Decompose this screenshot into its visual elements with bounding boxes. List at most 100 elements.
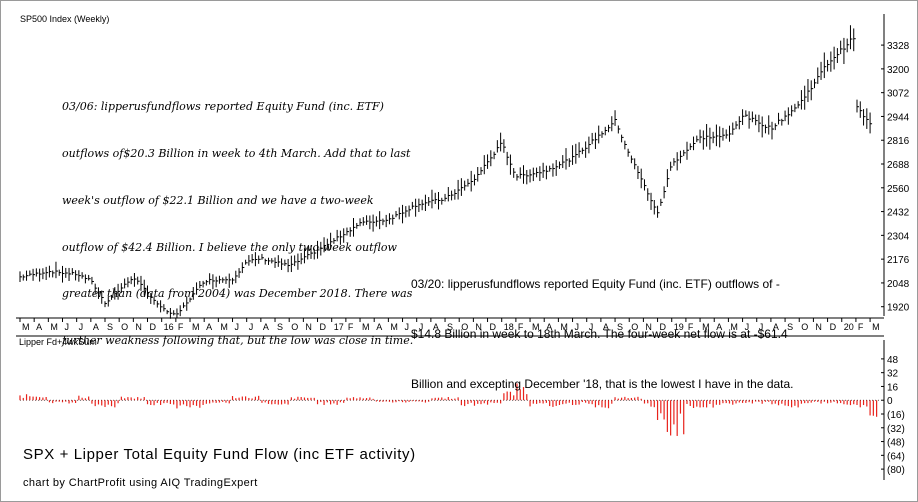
flow-y-tick-label: 48 [887,355,899,366]
price-y-tick-label: 3072 [887,89,910,100]
x-tick-label: O [121,322,128,332]
x-tick-label: J [249,322,254,332]
annotation-0306-line: 03/06: lipperusfundflows reported Equity… [62,100,384,114]
x-tick-label: A [603,322,609,332]
price-y-tick-label: 3328 [887,41,910,52]
annotation-0320: 03/20: lipperusfundflows reported Equity… [411,242,794,410]
flow-y-tick-label: (80) [887,465,905,476]
x-tick-label: N [135,322,142,332]
x-tick-label: S [277,322,283,332]
x-tick-label: J [405,322,410,332]
x-tick-label: D [320,322,327,332]
x-tick-label: F [688,322,694,332]
x-tick-label: J [759,322,764,332]
x-tick-label: M [22,322,30,332]
x-tick-label: A [36,322,42,332]
chart-axes: 3328 3200 3072 2944 2816 2688 2560 2432 2304 2176… [16,14,910,480]
price-y-tick-label: 1920 [887,303,910,314]
x-tick-label: J [235,322,240,332]
lipper-flow-panel [20,383,880,436]
flow-y-tick-label: (32) [887,424,905,435]
chart-caption: SPX + Lipper Total Equity Fund Flow (inc… [23,446,416,463]
x-tick-label: 19 [674,322,684,332]
x-tick-label: 18 [504,322,514,332]
x-tick-label: S [107,322,113,332]
x-tick-label: O [291,322,298,332]
x-tick-label: A [93,322,99,332]
x-tick-label: D [490,322,497,332]
x-tick-label: F [348,322,354,332]
x-tick-label: S [617,322,623,332]
x-tick-label: O [801,322,808,332]
x-tick-label: J [65,322,70,332]
x-tick-label: O [631,322,638,332]
x-tick-label: M [220,322,228,332]
price-y-tick-label: 2048 [887,279,910,290]
annotation-0306-line: week's outflow of $22.1 Billion and we h… [62,193,374,207]
price-y-tick-label: 2432 [887,208,910,219]
x-tick-label: S [787,322,793,332]
annotation-0306-line: further weakness following that, but the… [62,334,414,348]
chart-credit: chart by ChartProfit using AIQ TradingEx… [23,477,258,489]
price-y-tick-label: 2560 [887,184,910,195]
x-tick-label: N [475,322,482,332]
x-tick-label: S [447,322,453,332]
price-panel-title: SP500 Index (Weekly) [20,14,109,24]
annotation-0306-line: greater than (data from 2004) was Decemb… [62,287,413,301]
annotation-0320-line: $14.8 Billion in week to 18th March. The… [411,326,788,341]
x-tick-label: M [50,322,58,332]
x-tick-label: M [390,322,398,332]
x-tick-label: M [532,322,540,332]
x-tick-label: J [745,322,750,332]
x-tick-label: J [589,322,594,332]
x-tick-label: 16 [164,322,174,332]
flow-y-tick-label: 0 [887,396,893,407]
flow-y-tick-label: 16 [887,382,899,393]
x-tick-label: N [305,322,312,332]
x-tick-label: A [206,322,212,332]
price-y-tick-label: 2688 [887,160,910,171]
x-tick-label: M [192,322,200,332]
x-tick-label: A [716,322,722,332]
flow-y-tick-label: (64) [887,451,905,462]
x-tick-label: M [362,322,370,332]
annotation-0320-line: 03/20: lipperusfundflows reported Equity… [411,276,780,291]
x-tick-label: F [518,322,524,332]
x-tick-label: 20 [844,322,854,332]
x-tick-label: A [773,322,779,332]
x-tick-label: 17 [334,322,344,332]
spx-price-bars [19,25,873,319]
x-tick-label: D [660,322,667,332]
flow-y-tick-label: (16) [887,410,905,421]
x-tick-label: F [178,322,184,332]
price-y-tick-label: 2816 [887,136,910,147]
x-tick-label: O [461,322,468,332]
annotation-0306: 03/06: lipperusfundflows reported Equity… [62,68,413,364]
x-tick-label: J [419,322,424,332]
annotation-0306-line: outflow of $42.4 Billion. I believe the … [62,240,397,254]
x-tick-label: A [376,322,382,332]
price-y-tick-label: 2944 [887,112,910,123]
x-tick-label: M [560,322,568,332]
x-tick-label: M [702,322,710,332]
price-y-tick-label: 2176 [887,255,910,266]
flow-y-tick-label: 32 [887,369,899,380]
x-tick-label: F [858,322,864,332]
x-tick-label: J [575,322,580,332]
x-tick-label: M [730,322,738,332]
x-tick-label: N [645,322,652,332]
x-tick-label: A [546,322,552,332]
flow-y-tick-label: (48) [887,438,905,449]
annotation-0320-line: Billion and excepting December '18, that… [411,377,794,392]
annotation-0306-line: outflows of$20.3 Billion in week to 4th … [62,146,411,160]
x-tick-label: M [872,322,880,332]
x-tick-label: N [815,322,822,332]
x-tick-label: D [150,322,157,332]
price-y-tick-label: 2304 [887,231,910,242]
x-tick-label: A [433,322,439,332]
x-tick-label: A [263,322,269,332]
x-tick-label: J [79,322,84,332]
price-y-tick-label: 3200 [887,65,910,76]
flow-panel-title: Lipper Fd+4wkSum [19,337,97,347]
